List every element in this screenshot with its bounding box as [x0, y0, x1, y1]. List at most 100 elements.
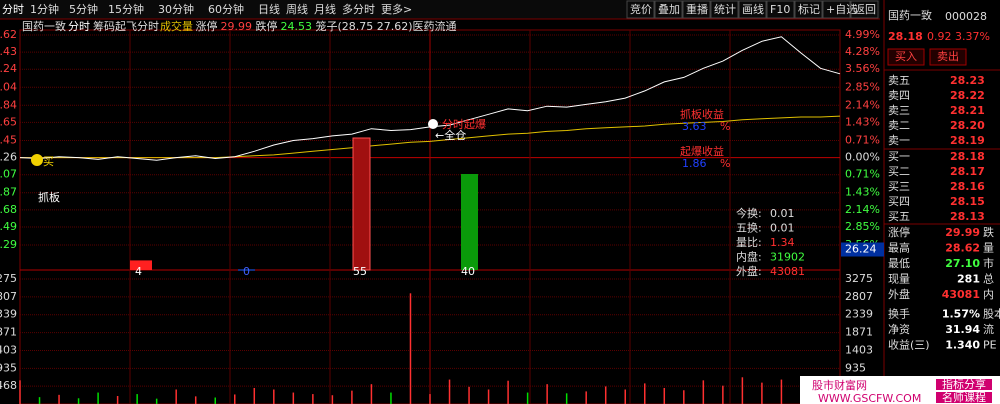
volume-tick-label-right: 2339: [845, 308, 873, 321]
ask-label: 卖五: [888, 74, 910, 87]
signal-bar-label: 40: [461, 265, 475, 278]
info-label: 净资: [888, 322, 910, 336]
watermark-tag: [936, 379, 992, 390]
percent-tick-label: 0.00%: [845, 151, 880, 164]
watermark-tag2: 名师课程: [942, 390, 986, 404]
percent-tick-label: 4.28%: [845, 45, 880, 58]
ask-price: 28.20: [950, 119, 985, 132]
grab-label: 抓板: [38, 190, 60, 204]
buy-mark: 买: [43, 155, 54, 168]
info-label: 外盘: [888, 287, 910, 301]
percent-tick-label: 0.71%: [845, 133, 880, 146]
ask-price: 28.22: [950, 89, 985, 102]
price-tick-label: 26.49: [0, 220, 17, 233]
toolbar-button-frame: [738, 0, 767, 19]
bid-label: 买四: [888, 195, 910, 208]
percent-tick-label: 2.14%: [845, 203, 880, 216]
toolbar-tab[interactable]: 日线: [258, 2, 280, 16]
price-tick-label: 27.07: [0, 168, 17, 181]
price-tick-label: 28.43: [0, 45, 17, 58]
toolbar-button[interactable]: 标记: [798, 2, 820, 16]
info-value: 28.62: [945, 242, 980, 255]
stat-label: 外盘:: [736, 264, 762, 278]
toolbar-button-frame: [850, 0, 879, 19]
price-tick-label: 26.87: [0, 186, 17, 199]
toolbar-button-frame: [654, 0, 683, 19]
percent-tick-label: 1.43%: [845, 186, 880, 199]
info-label: 最低: [888, 257, 910, 270]
stat-label: 内盘:: [736, 250, 762, 264]
info-label-2: 流: [983, 322, 994, 336]
stat-value: 0.01: [770, 222, 795, 235]
toolbar-button[interactable]: +自选: [826, 3, 857, 16]
toolbar-button-frame: [682, 0, 711, 19]
ask-label: 卖三: [888, 104, 910, 117]
full-label: ←全仓: [435, 128, 466, 142]
toolbar-tab[interactable]: 分时: [2, 3, 24, 16]
toolbar-tab[interactable]: 多分时: [342, 2, 375, 16]
toolbar-button[interactable]: 重播: [686, 2, 708, 16]
cursor-box: [841, 242, 884, 257]
info-label-2: 内: [983, 287, 994, 301]
volume-tick-label-right: 935: [845, 361, 866, 374]
stat-value: 31902: [770, 251, 805, 264]
bid-label: 买五: [888, 210, 910, 223]
stat-label: 五换:: [736, 221, 762, 235]
chart-header-item: 笼子(28.75 27.62): [316, 19, 413, 33]
chart-header-item: 涨停: [196, 19, 218, 33]
bid-price: 28.17: [950, 165, 985, 178]
info-label-2: 跌: [983, 225, 994, 239]
chart-header-item: 医药流通: [413, 19, 457, 33]
grab-profit-value: 3.63: [682, 120, 707, 133]
sell-button[interactable]: [929, 48, 967, 66]
info-label-2: 总: [983, 272, 994, 286]
toolbar-tab[interactable]: 15分钟: [108, 2, 144, 16]
ask-price: 28.19: [950, 134, 985, 147]
average-line: [20, 115, 841, 159]
toolbar-tab[interactable]: 30分钟: [158, 2, 194, 16]
toolbar: [0, 0, 880, 19]
toolbar-button[interactable]: F10: [770, 3, 790, 16]
toolbar-tab[interactable]: 周线: [286, 2, 308, 16]
price-change-pct: 3.37%: [955, 30, 990, 43]
toolbar-button[interactable]: 返回: [854, 3, 876, 16]
bid-price: 28.16: [950, 180, 985, 193]
stock-name: 国药一致: [888, 8, 932, 22]
chart-header-item: 跌停: [256, 19, 278, 33]
toolbar-button[interactable]: 画线: [742, 2, 764, 16]
toolbar-button[interactable]: 统计: [714, 3, 736, 16]
watermark-tag: [936, 392, 992, 403]
stat-label: 今换:: [736, 206, 762, 220]
percent-tick-label: 4.99%: [845, 28, 880, 41]
grab-profit-unit: %: [720, 120, 730, 133]
grab-profit-label: 抓板收益: [680, 107, 724, 121]
ask-label: 卖四: [888, 89, 910, 102]
ask-label: 卖二: [888, 119, 910, 132]
volume-tick-label: 468: [0, 379, 17, 392]
sell-button-label[interactable]: 卖出: [937, 49, 959, 63]
percent-tick-label: 3.56%: [845, 62, 880, 75]
toolbar-tab[interactable]: 更多>: [381, 2, 412, 16]
buy-button-label[interactable]: 买入: [895, 50, 917, 63]
stock-code: 000028: [945, 10, 987, 23]
volume-tick-label: 1403: [0, 343, 17, 356]
toolbar-tab[interactable]: 60分钟: [208, 2, 244, 16]
toolbar-tab[interactable]: 月线: [314, 2, 336, 16]
toolbar-tab[interactable]: 5分钟: [69, 2, 98, 16]
price-tick-label: 28.04: [0, 80, 17, 93]
toolbar-tab[interactable]: 1分钟: [30, 2, 59, 16]
toolbar-button[interactable]: 叠加: [658, 3, 680, 16]
bid-label: 买二: [888, 165, 910, 178]
volume-tick-label-right: 1871: [845, 326, 873, 339]
signal-bar: [130, 260, 152, 270]
buy-button[interactable]: [887, 48, 925, 66]
price-tick-label: 27.26: [0, 151, 17, 164]
chart-header-item: 国药一致: [22, 19, 66, 33]
signal-bar: [461, 174, 478, 270]
chart-header-item: 24.53: [281, 20, 313, 33]
volume-tick-label: 1871: [0, 326, 17, 339]
ask-price: 28.21: [950, 104, 985, 117]
toolbar-button[interactable]: 竞价: [630, 2, 652, 16]
